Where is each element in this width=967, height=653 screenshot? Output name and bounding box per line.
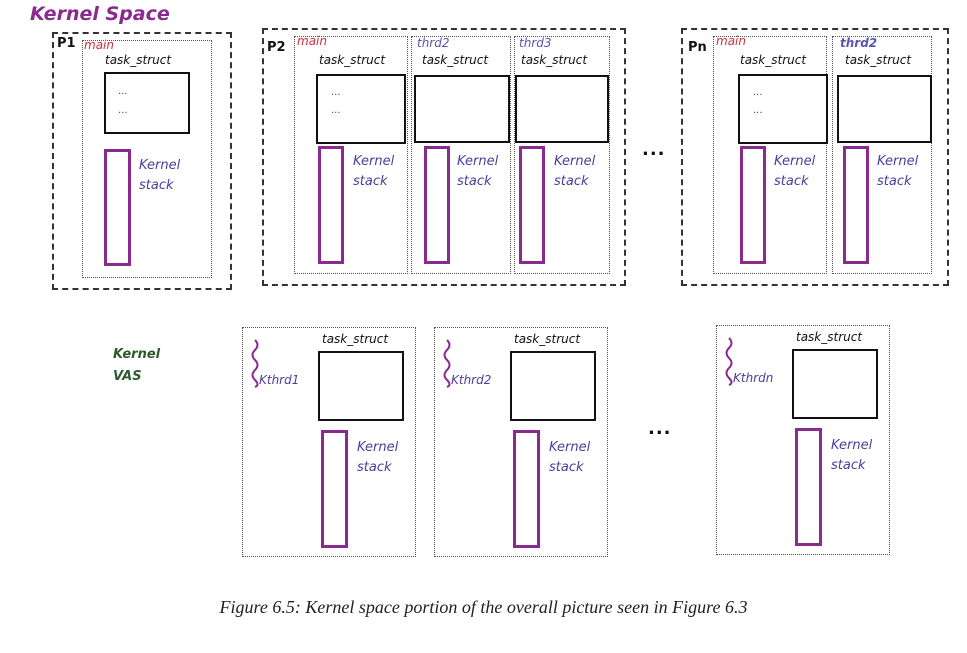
task-struct-box-p1-main [104, 72, 190, 134]
kernel-stack-word-stack: stack [549, 460, 584, 475]
task-struct-label-p1-main: task_struct [105, 53, 172, 67]
task-struct-box-p2-thrd3 [515, 75, 609, 143]
thread-label-p1-main: main [84, 38, 114, 52]
kernel-stack-word-kernel: Kernel [877, 154, 919, 169]
kernel-stack-word-kernel: Kernel [554, 154, 596, 169]
thread-label-p2-thrd2: thrd2 [417, 36, 450, 50]
kernel-stack-label-pn-thrd2: Kernel stack [877, 152, 918, 192]
process-p2-label: P2 [267, 40, 286, 55]
kthread-label-2: Kthrd2 [451, 373, 492, 387]
kernel-stack-word-stack: stack [831, 458, 866, 473]
task-struct-dots-p1-a: ... [118, 86, 128, 97]
process-p1-label: P1 [57, 36, 76, 51]
process-p1-container [52, 32, 232, 290]
thread-box-pn-main [713, 36, 827, 274]
kernel-vas-word-kernel: Kernel [113, 347, 161, 362]
task-struct-label-kthread-2: task_struct [514, 332, 581, 346]
task-struct-dots-p1-b: ... [118, 105, 128, 116]
task-struct-dots-p2-b: ... [331, 105, 341, 116]
kernel-stack-word-stack: stack [774, 174, 809, 189]
kernel-stack-box-p2-thrd3 [519, 146, 545, 264]
task-struct-box-kthread-1 [318, 351, 404, 421]
kthread-label-n: Kthrdn [733, 371, 774, 385]
thread-box-p2-thrd2 [411, 36, 511, 274]
task-struct-box-kthread-2 [510, 351, 596, 421]
thread-box-p1-main [82, 40, 212, 278]
figure-caption: Figure 6.5: Kernel space portion of the … [219, 597, 748, 617]
task-struct-box-kthread-n [792, 349, 878, 419]
task-struct-label-kthread-n: task_struct [796, 330, 863, 344]
thread-label-pn-main: main [716, 34, 746, 48]
kernel-stack-word-kernel: Kernel [139, 158, 181, 173]
task-struct-box-pn-main [738, 74, 828, 144]
kernel-stack-box-kthread-1 [321, 430, 348, 548]
kernel-stack-word-stack: stack [357, 460, 392, 475]
kernel-stack-box-p2-thrd2 [424, 146, 450, 264]
task-struct-dots-pn-a: ... [753, 87, 763, 98]
task-struct-box-p2-main [316, 74, 406, 144]
kthread-ellipsis: ... [648, 418, 672, 439]
kthread-squiggle-icon-n [725, 337, 733, 386]
thread-label-p2-main: main [297, 34, 327, 48]
kernel-stack-label-p2-main: Kernel stack [353, 152, 394, 192]
kernel-stack-word-stack: stack [554, 174, 589, 189]
task-struct-label-pn-main: task_struct [740, 53, 807, 67]
kernel-stack-label-p1-main: Kernel stack [139, 156, 180, 196]
task-struct-label-pn-thrd2: task_struct [845, 53, 912, 67]
process-pn-label: Pn [688, 40, 707, 55]
kthread-box-n [716, 325, 890, 555]
thread-box-p2-main [294, 36, 408, 274]
kernel-stack-word-kernel: Kernel [549, 440, 591, 455]
kthread-squiggle-icon-2 [443, 339, 451, 388]
task-struct-label-kthread-1: task_struct [322, 332, 389, 346]
kernel-stack-box-pn-thrd2 [843, 146, 869, 264]
kernel-stack-label-p2-thrd2: Kernel stack [457, 152, 498, 192]
kernel-stack-label-pn-main: Kernel stack [774, 152, 815, 192]
kernel-vas-label: Kernel VAS [113, 344, 160, 388]
kernel-stack-word-kernel: Kernel [774, 154, 816, 169]
process-p2-container [262, 28, 626, 286]
kernel-stack-word-stack: stack [457, 174, 492, 189]
kernel-stack-label-kthread-2: Kernel stack [549, 438, 590, 478]
kthread-box-1 [242, 327, 416, 557]
task-struct-dots-p2-a: ... [331, 87, 341, 98]
kernel-stack-box-p2-main [318, 146, 344, 264]
kernel-stack-word-kernel: Kernel [457, 154, 499, 169]
task-struct-dots-pn-b: ... [753, 105, 763, 116]
kernel-stack-word-stack: stack [877, 174, 912, 189]
kernel-stack-word-kernel: Kernel [353, 154, 395, 169]
kernel-stack-box-kthread-n [795, 428, 822, 546]
thread-box-p2-thrd3 [514, 36, 610, 274]
process-ellipsis: ... [642, 139, 666, 160]
kernel-stack-label-kthread-1: Kernel stack [357, 438, 398, 478]
kernel-stack-word-kernel: Kernel [357, 440, 399, 455]
kernel-space-title: Kernel Space [30, 3, 170, 25]
task-struct-label-p2-thrd2: task_struct [422, 53, 489, 67]
kernel-stack-label-p2-thrd3: Kernel stack [554, 152, 595, 192]
kernel-stack-label-kthread-n: Kernel stack [831, 436, 872, 476]
kernel-vas-word-vas: VAS [113, 369, 142, 384]
kernel-stack-box-p1-main [104, 149, 131, 266]
kthread-squiggle-icon-1 [251, 339, 259, 388]
process-pn-container [681, 28, 949, 286]
thread-label-p2-thrd3: thrd3 [519, 36, 552, 50]
kernel-stack-box-kthread-2 [513, 430, 540, 548]
task-struct-box-p2-thrd2 [414, 75, 510, 143]
task-struct-label-p2-main: task_struct [319, 53, 386, 67]
kthread-box-2 [434, 327, 608, 557]
kernel-stack-word-kernel: Kernel [831, 438, 873, 453]
kernel-stack-word-stack: stack [353, 174, 388, 189]
thread-box-pn-thrd2 [832, 36, 932, 274]
thread-label-pn-thrd2: thrd2 [840, 36, 878, 50]
kernel-stack-word-stack: stack [139, 178, 174, 193]
kernel-stack-box-pn-main [740, 146, 766, 264]
task-struct-label-p2-thrd3: task_struct [521, 53, 588, 67]
kthread-label-1: Kthrd1 [259, 373, 300, 387]
task-struct-box-pn-thrd2 [837, 75, 932, 143]
